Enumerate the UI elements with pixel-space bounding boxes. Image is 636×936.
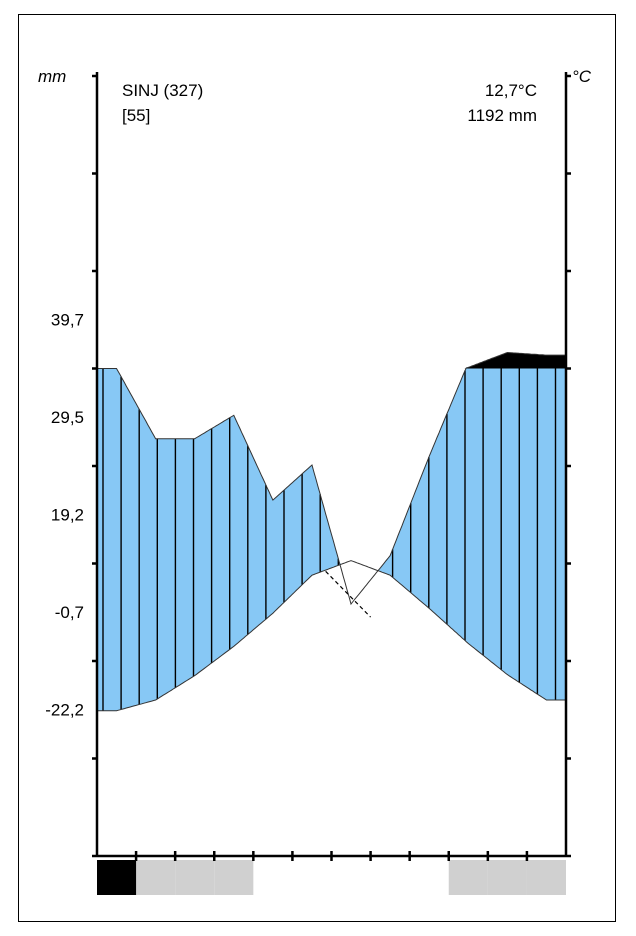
right-unit-label: °C: [572, 67, 592, 86]
precipitation-line: [97, 351, 566, 606]
probable-frost-bar: [175, 860, 215, 895]
station-name: SINJ (327): [122, 81, 203, 100]
left-tick-label: 19,2: [51, 506, 84, 525]
left-tick-label: -0,7: [55, 603, 84, 622]
perhumid-area: [97, 352, 566, 369]
left-tick-label: 29,5: [51, 408, 84, 427]
left-tick-label: -22,2: [45, 701, 84, 720]
temperature-line: [97, 560, 566, 712]
probable-frost-bar: [487, 860, 527, 895]
mean-temperature: 12,7°C: [485, 81, 537, 100]
probable-frost-bar: [526, 860, 566, 895]
probable-frost-bar: [214, 860, 254, 895]
probable-frost-bar: [136, 860, 176, 895]
drought-dashed-line: [325, 570, 372, 618]
annual-precipitation: 1192 mm: [467, 106, 537, 125]
observation-years: [55]: [122, 106, 150, 125]
left-unit-label: mm: [38, 67, 66, 86]
chart-frame: [18, 14, 616, 922]
humid-area: [97, 368, 566, 711]
probable-frost-bar: [448, 860, 488, 895]
left-tick-label: 39,7: [51, 311, 84, 330]
absolute-frost-bar: [97, 860, 137, 895]
